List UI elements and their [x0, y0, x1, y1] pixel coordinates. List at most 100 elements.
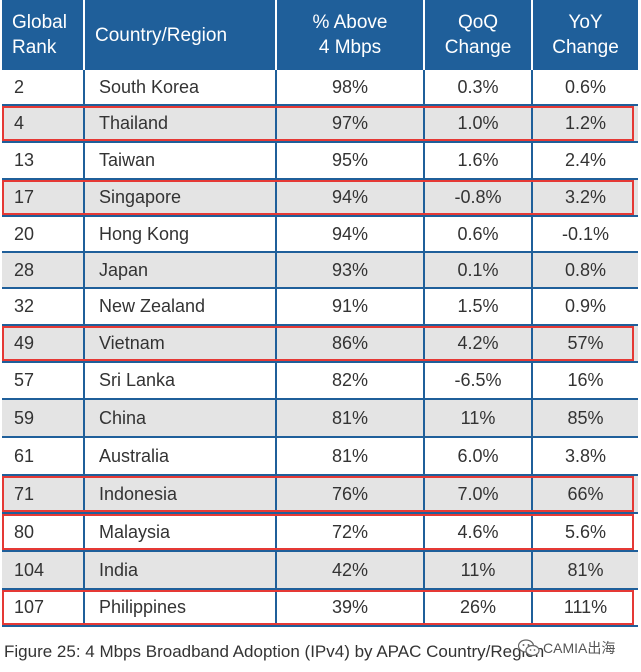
wechat-icon	[518, 639, 540, 657]
table-row: 20 Hong Kong 94% 0.6% -0.1%	[2, 216, 638, 253]
cell-qoq: 11%	[424, 551, 533, 590]
header-qoq-line2: Change	[444, 37, 512, 58]
header-country-region-label: Country/Region	[95, 24, 228, 46]
cell-pct: 76%	[276, 475, 425, 514]
cell-country: New Zealand	[84, 288, 277, 326]
table-row: 71 Indonesia 76% 7.0% 66%	[2, 475, 638, 514]
cell-yoy: 0.6%	[532, 70, 638, 106]
cell-qoq: -0.8%	[424, 179, 533, 217]
cell-pct: 98%	[276, 70, 425, 106]
cell-rank: 80	[2, 513, 85, 552]
cell-pct: 94%	[276, 179, 425, 217]
cell-rank: 57	[2, 362, 85, 400]
cell-rank: 61	[2, 437, 85, 476]
header-pct-line1: % Above	[312, 12, 388, 33]
table-row: 13 Taiwan 95% 1.6% 2.4%	[2, 142, 638, 180]
cell-yoy: 66%	[532, 475, 638, 514]
cell-yoy: 111%	[532, 589, 638, 627]
table-row: 80 Malaysia 72% 4.6% 5.6%	[2, 513, 638, 552]
cell-pct: 94%	[276, 216, 425, 253]
cell-qoq: 0.3%	[424, 70, 533, 106]
cell-country: Philippines	[84, 589, 277, 627]
cell-country: Malaysia	[84, 513, 277, 552]
cell-pct: 42%	[276, 551, 425, 590]
table-header-row: Global Rank Country/Region % Above 4 Mbp…	[2, 0, 638, 70]
header-global-rank-line2: Rank	[12, 37, 57, 58]
cell-rank: 32	[2, 288, 85, 326]
header-yoy-line2: Change	[552, 37, 619, 58]
table-body: 2 South Korea 98% 0.3% 0.6% 4 Thailand 97% 1.0% 1…	[2, 70, 638, 627]
cell-qoq: 26%	[424, 589, 533, 627]
cell-yoy: 16%	[532, 362, 638, 400]
cell-country: China	[84, 399, 277, 438]
cell-country: Hong Kong	[84, 216, 277, 253]
cell-country: Japan	[84, 252, 277, 289]
cell-qoq: -6.5%	[424, 362, 533, 400]
cell-qoq: 0.6%	[424, 216, 533, 253]
cell-pct: 95%	[276, 142, 425, 180]
table-row: 49 Vietnam 86% 4.2% 57%	[2, 325, 638, 363]
cell-yoy: 57%	[532, 325, 638, 363]
header-yoy-line1: YoY	[568, 12, 603, 33]
cell-pct: 93%	[276, 252, 425, 289]
cell-qoq: 11%	[424, 399, 533, 438]
table-row: 28 Japan 93% 0.1% 0.8%	[2, 252, 638, 289]
cell-pct: 91%	[276, 288, 425, 326]
table-row: 2 South Korea 98% 0.3% 0.6%	[2, 70, 638, 106]
cell-qoq: 4.2%	[424, 325, 533, 363]
header-qoq-line1: QoQ	[457, 12, 499, 33]
cell-rank: 20	[2, 216, 85, 253]
cell-pct: 97%	[276, 105, 425, 143]
cell-pct: 81%	[276, 399, 425, 438]
cell-country: Indonesia	[84, 475, 277, 514]
cell-pct: 81%	[276, 437, 425, 476]
table-row: 4 Thailand 97% 1.0% 1.2%	[2, 105, 638, 143]
header-global-rank: Global Rank	[2, 0, 85, 70]
cell-yoy: 85%	[532, 399, 638, 438]
cell-yoy: 2.4%	[532, 142, 638, 180]
cell-qoq: 6.0%	[424, 437, 533, 476]
table-row: 59 China 81% 11% 85%	[2, 399, 638, 438]
table-row: 104 India 42% 11% 81%	[2, 551, 638, 590]
figure-caption: Figure 25: 4 Mbps Broadband Adoption (IP…	[4, 642, 545, 661]
cell-qoq: 1.6%	[424, 142, 533, 180]
cell-rank: 49	[2, 325, 85, 363]
cell-country: Vietnam	[84, 325, 277, 363]
table-row: 61 Australia 81% 6.0% 3.8%	[2, 437, 638, 476]
cell-country: Australia	[84, 437, 277, 476]
cell-qoq: 7.0%	[424, 475, 533, 514]
cell-yoy: 5.6%	[532, 513, 638, 552]
cell-rank: 13	[2, 142, 85, 180]
cell-rank: 28	[2, 252, 85, 289]
broadband-adoption-table: Global Rank Country/Region % Above 4 Mbp…	[2, 0, 638, 627]
cell-rank: 107	[2, 589, 85, 627]
cell-yoy: 0.9%	[532, 288, 638, 326]
cell-qoq: 0.1%	[424, 252, 533, 289]
header-country-region: Country/Region	[84, 0, 277, 70]
cell-country: India	[84, 551, 277, 590]
watermark: CAMIA出海	[518, 638, 615, 658]
cell-rank: 2	[2, 70, 85, 106]
header-pct-above-4mbps: % Above 4 Mbps	[276, 0, 425, 70]
cell-country: Thailand	[84, 105, 277, 143]
cell-yoy: 81%	[532, 551, 638, 590]
cell-country: Singapore	[84, 179, 277, 217]
cell-pct: 86%	[276, 325, 425, 363]
cell-qoq: 4.6%	[424, 513, 533, 552]
header-yoy-change: YoY Change	[532, 0, 638, 70]
table-row: 57 Sri Lanka 82% -6.5% 16%	[2, 362, 638, 400]
header-pct-line2: 4 Mbps	[318, 37, 382, 58]
table-row: 107 Philippines 39% 26% 111%	[2, 589, 638, 627]
table-row: 17 Singapore 94% -0.8% 3.2%	[2, 179, 638, 217]
cell-yoy: 0.8%	[532, 252, 638, 289]
cell-country: Sri Lanka	[84, 362, 277, 400]
table-row: 32 New Zealand 91% 1.5% 0.9%	[2, 288, 638, 326]
cell-rank: 71	[2, 475, 85, 514]
broadband-table-container: Global Rank Country/Region % Above 4 Mbp…	[2, 0, 638, 627]
cell-rank: 104	[2, 551, 85, 590]
cell-pct: 82%	[276, 362, 425, 400]
cell-yoy: 1.2%	[532, 105, 638, 143]
cell-country: South Korea	[84, 70, 277, 106]
cell-pct: 72%	[276, 513, 425, 552]
header-qoq-change: QoQ Change	[424, 0, 533, 70]
